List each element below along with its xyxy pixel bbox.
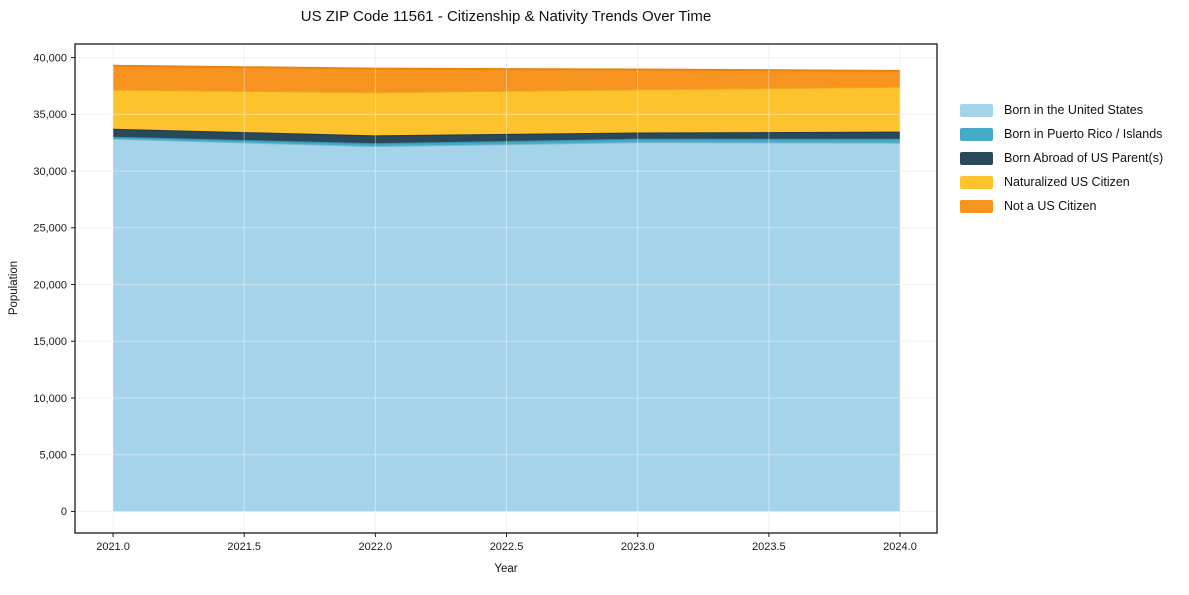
y-tick-label: 10,000 (33, 393, 67, 405)
legend-label: Born in Puerto Rico / Islands (1004, 127, 1163, 141)
x-tick-label: 2023.0 (621, 541, 655, 553)
legend-item: Born in the United States (960, 103, 1163, 117)
legend-swatch (960, 199, 993, 213)
area-edge (113, 64, 901, 72)
area-naturalized-us-citizen (113, 86, 901, 136)
y-tick-label: 0 (61, 506, 67, 518)
legend-item: Not a US Citizen (960, 199, 1163, 213)
plot-border (74, 43, 938, 534)
legend-swatch (960, 127, 993, 141)
legend-label: Born Abroad of US Parent(s) (1004, 151, 1164, 165)
legend-item: Born Abroad of US Parent(s) (960, 151, 1163, 165)
legend-label: Not a US Citizen (1004, 199, 1097, 213)
legend-label: Naturalized US Citizen (1004, 175, 1130, 189)
area-not-a-us-citizen (113, 65, 901, 93)
legend: Born in the United States Born in Puerto … (960, 103, 1163, 213)
y-tick-label: 40,000 (33, 52, 67, 64)
legend-label: Born in the United States (1004, 103, 1143, 117)
chart-title: US ZIP Code 11561 - Citizenship & Nativi… (300, 8, 712, 25)
x-tick-label: 2022.0 (359, 541, 393, 553)
y-tick-label: 15,000 (33, 336, 67, 348)
y-tick-label: 30,000 (33, 166, 67, 178)
y-tick-label: 20,000 (33, 279, 67, 291)
x-tick-label: 2022.5 (490, 541, 524, 553)
legend-swatch (960, 175, 993, 189)
legend-swatch (960, 151, 993, 165)
y-tick-label: 5,000 (39, 450, 67, 462)
x-tick-label: 2023.5 (752, 541, 786, 553)
y-tick-label: 25,000 (33, 223, 67, 235)
y-axis-label: Population (8, 260, 20, 316)
legend-item: Naturalized US Citizen (960, 175, 1163, 189)
legend-item: Born in Puerto Rico / Islands (960, 127, 1163, 141)
x-tick-label: 2024.0 (883, 541, 917, 553)
area-born-in-the-united-states (113, 138, 901, 512)
x-tick-label: 2021.5 (227, 541, 261, 553)
y-tick-label: 35,000 (33, 109, 67, 121)
x-tick-label: 2021.0 (96, 541, 130, 553)
legend-swatch (960, 103, 993, 117)
x-axis-label: Year (494, 563, 518, 575)
